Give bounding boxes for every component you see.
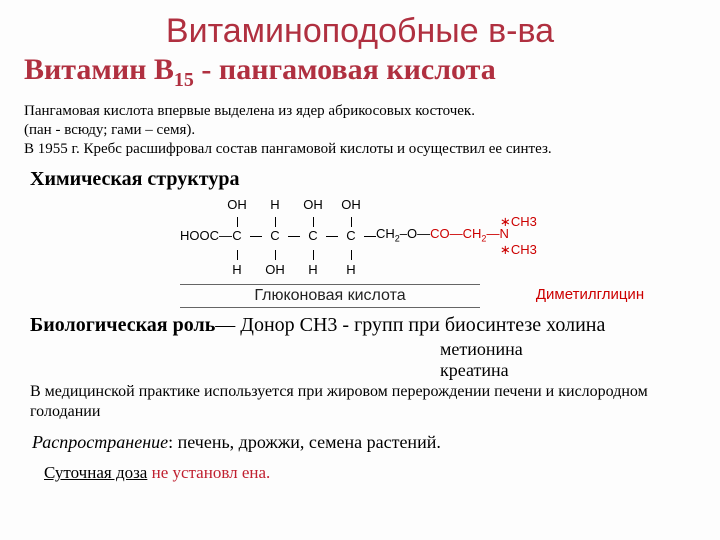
medical-use-paragraph: В медицинской практике используется при …: [30, 382, 696, 422]
super-title: Витаминоподобные в-ва: [20, 12, 700, 51]
distribution-line: Распространение: печень, дрожжи, семена …: [32, 432, 696, 453]
label-dimethylglycine: Диметилглицин: [510, 284, 670, 308]
daily-dose-line: Суточная доза не установл ена.: [44, 463, 696, 483]
intro-paragraph: Пангамовая кислота впервые выделена из я…: [24, 102, 696, 158]
chemical-structure: OHHOHOHHOOC—CCCCCH2–O—CO—CH2—N∗CH3∗CH3HO…: [180, 195, 680, 308]
chem-structure-heading: Химическая структура: [30, 168, 696, 191]
main-title: Витамин В15 - пангамовая кислота: [24, 53, 700, 92]
bio-role-heading: Биологическая роль— Донор СН3 - групп пр…: [30, 314, 696, 337]
bio-role-list: метионинакреатина: [440, 339, 700, 380]
label-gluconic-acid: Глюконовая кислота: [180, 284, 480, 308]
